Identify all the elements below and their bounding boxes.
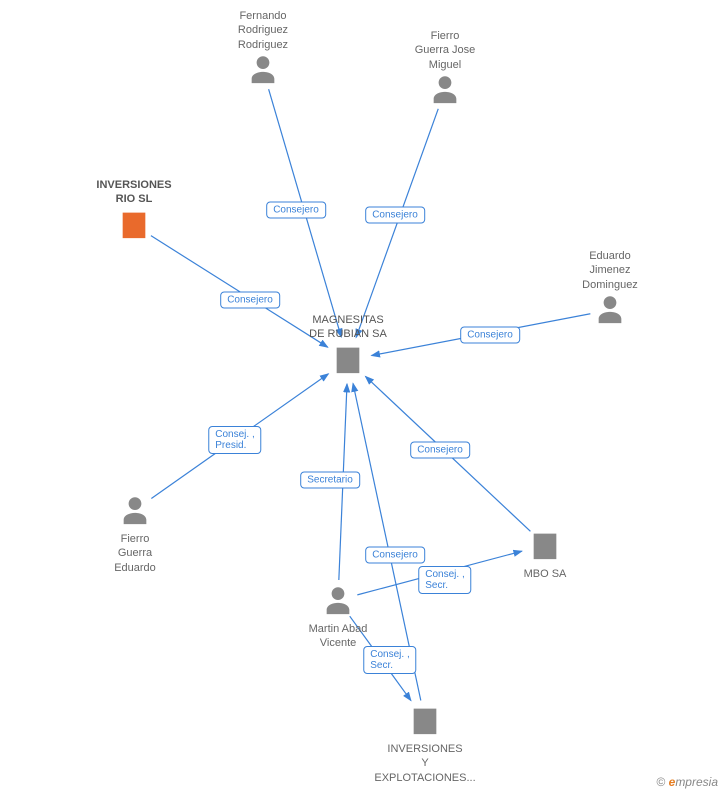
node-mbo: MBO SA	[490, 528, 600, 581]
company-icon	[79, 207, 189, 246]
company-icon	[370, 703, 480, 742]
node-label: EduardoJimenezDominguez	[555, 249, 665, 292]
edge-label: Consejero	[220, 292, 280, 309]
node-label: INVERSIONESYEXPLOTACIONES...	[370, 742, 480, 785]
node-label: FierroGuerraEduardo	[80, 532, 190, 575]
node-label: FernandoRodriguezRodriguez	[208, 9, 318, 52]
person-icon	[283, 583, 393, 622]
person-icon	[390, 72, 500, 111]
edge-label: Secretario	[300, 472, 360, 489]
node-fernando: FernandoRodriguezRodriguez	[208, 9, 318, 91]
node-fierro_eduardo: FierroGuerraEduardo	[80, 493, 190, 575]
node-label: MAGNESITASDE RUBIAN SA	[293, 313, 403, 342]
copyright-symbol: ©	[656, 775, 665, 789]
node-label: INVERSIONESRIO SL	[79, 178, 189, 207]
company-icon	[490, 528, 600, 567]
edge-label: Consejero	[365, 547, 425, 564]
person-icon	[208, 52, 318, 91]
node-label: FierroGuerra JoseMiguel	[390, 29, 500, 72]
edge-label: Consej. ,Secr.	[363, 646, 416, 674]
edges-layer	[0, 0, 728, 795]
node-inversiones_exp: INVERSIONESYEXPLOTACIONES...	[370, 703, 480, 785]
edge-label: Consej. ,Presid.	[208, 426, 261, 454]
edge-label: Consejero	[365, 207, 425, 224]
node-eduardo_jimenez: EduardoJimenezDominguez	[555, 249, 665, 331]
edge-label: Consej. ,Secr.	[418, 566, 471, 594]
footer-copyright: © empresia	[656, 775, 718, 789]
node-martin_abad: Martin AbadVicente	[283, 583, 393, 651]
node-label: MBO SA	[490, 567, 600, 581]
edge-label: Consejero	[460, 327, 520, 344]
node-inversiones_rio: INVERSIONESRIO SL	[79, 178, 189, 246]
brand-rest: mpresia	[675, 775, 718, 789]
person-icon	[555, 292, 665, 331]
node-center: MAGNESITASDE RUBIAN SA	[293, 313, 403, 381]
edge-label: Consejero	[266, 202, 326, 219]
company-icon	[293, 342, 403, 381]
person-icon	[80, 493, 190, 532]
edge-label: Consejero	[410, 442, 470, 459]
node-fierro_jose: FierroGuerra JoseMiguel	[390, 29, 500, 111]
